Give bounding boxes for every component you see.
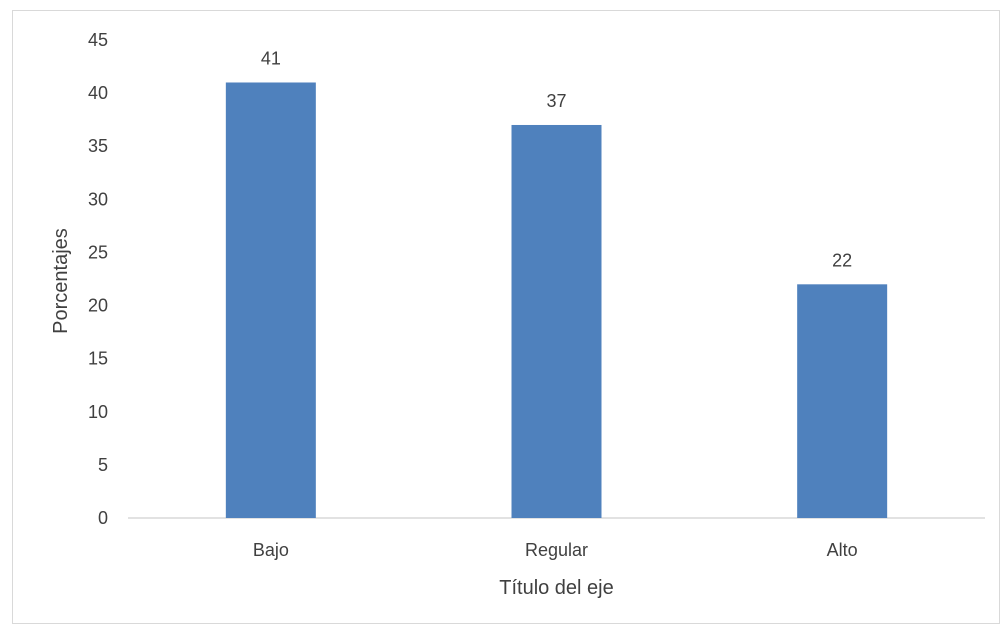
y-tick-label: 30 <box>88 189 108 209</box>
bar-regular <box>511 124 602 518</box>
y-tick-label: 40 <box>88 83 108 103</box>
x-axis-ticks: Bajo Regular Alto <box>253 540 858 560</box>
data-label-alto: 22 <box>832 250 852 270</box>
y-axis-title: Porcentajes <box>50 228 72 334</box>
y-tick-label: 5 <box>98 455 108 475</box>
x-axis-title: Título del eje <box>499 577 614 599</box>
y-tick-label: 0 <box>98 508 108 528</box>
data-label-regular: 37 <box>546 91 566 111</box>
y-tick-label: 45 <box>88 30 108 50</box>
bars <box>225 82 888 518</box>
y-tick-label: 15 <box>88 349 108 369</box>
data-label-bajo: 41 <box>261 48 281 68</box>
y-tick-label: 35 <box>88 136 108 156</box>
y-tick-label: 25 <box>88 242 108 262</box>
y-tick-label: 20 <box>88 296 108 316</box>
bar-bajo <box>225 82 316 518</box>
bar-alto <box>797 284 888 518</box>
x-tick-label-regular: Regular <box>525 540 588 560</box>
data-labels: 41 37 22 <box>261 48 852 270</box>
x-tick-label-alto: Alto <box>827 540 858 560</box>
y-axis-ticks: 0 5 10 15 20 25 30 35 40 45 <box>88 30 108 528</box>
x-tick-label-bajo: Bajo <box>253 540 289 560</box>
y-tick-label: 10 <box>88 402 108 422</box>
